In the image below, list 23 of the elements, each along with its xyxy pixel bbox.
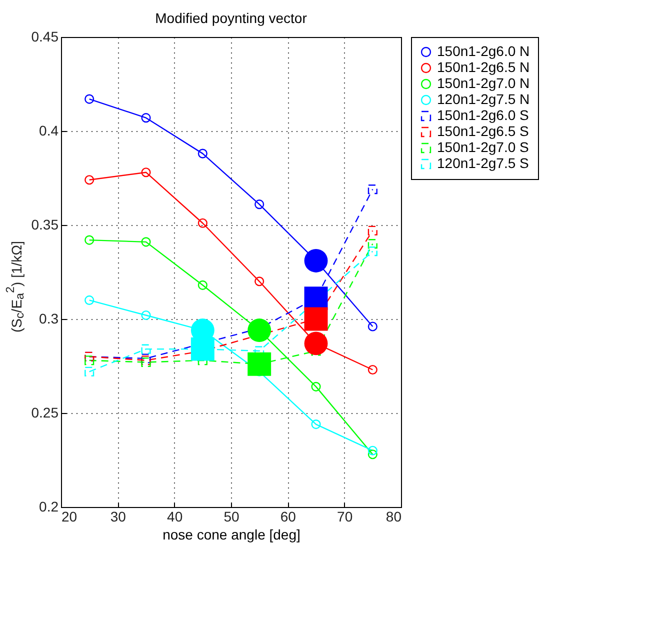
legend-label: 150n1-2g6.0 S xyxy=(437,107,530,123)
y-tick-label: 0.3 xyxy=(39,310,60,326)
chart-title: Modified poynting vector xyxy=(156,10,308,26)
legend-label: 150n1-2g7.0 N xyxy=(437,75,530,91)
legend-label: 120n1-2g7.5 N xyxy=(437,91,530,107)
legend-label: 150n1-2g7.0 S xyxy=(437,139,530,155)
y-tick-label: 0.2 xyxy=(39,498,60,514)
y-tick-label: 0.4 xyxy=(39,122,60,138)
x-tick-label: 50 xyxy=(224,508,240,524)
x-tick-label: 20 xyxy=(62,508,78,524)
legend-label: 150n1-2g6.0 N xyxy=(437,43,530,59)
y-tick-label: 0.45 xyxy=(32,28,60,44)
legend-label: 120n1-2g7.5 S xyxy=(437,155,530,171)
legend-label: 150n1-2g6.5 N xyxy=(437,59,530,75)
x-tick-label: 80 xyxy=(386,508,402,524)
x-tick-label: 30 xyxy=(110,508,127,524)
x-axis-title: nose cone angle [deg] xyxy=(163,526,301,542)
x-tick-label: 60 xyxy=(280,508,297,524)
x-tick-label: 70 xyxy=(337,508,354,524)
y-tick-label: 0.35 xyxy=(32,216,60,232)
x-tick-label: 40 xyxy=(167,508,184,524)
legend-label: 150n1-2g6.5 S xyxy=(437,123,530,139)
y-tick-label: 0.25 xyxy=(32,404,60,420)
